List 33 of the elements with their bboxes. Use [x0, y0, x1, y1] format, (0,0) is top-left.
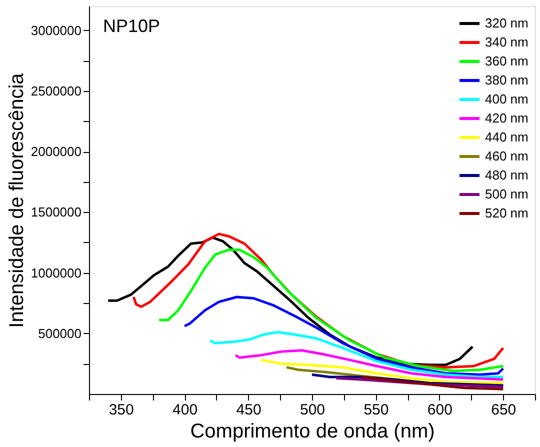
x-tick-label: 350: [108, 402, 134, 418]
legend-label: 440 nm: [485, 130, 528, 144]
line-series: [234, 349, 504, 381]
legend-label: 480 nm: [485, 168, 528, 182]
y-tick-label: 3000000: [30, 22, 82, 38]
legend-label: 320 nm: [485, 16, 528, 30]
line-series: [183, 296, 504, 376]
x-tick-label: 400: [172, 402, 198, 418]
line-series: [208, 330, 504, 378]
legend-label: 500 nm: [485, 186, 528, 202]
x-tick-label: 550: [364, 402, 389, 418]
x-tick-label: 600: [427, 402, 452, 418]
x-tick-label: 650: [491, 402, 516, 418]
text: NP10P: [103, 16, 160, 36]
y-tick-label: 2000000: [30, 144, 82, 159]
line-series: [360, 376, 504, 390]
legend-label: 520 nm: [485, 206, 528, 220]
legend-label: 420 nm: [485, 110, 528, 126]
line-series: [260, 358, 504, 384]
y-tick-label: 2500000: [30, 83, 82, 98]
legend-label: 340 nm: [485, 34, 528, 50]
x-tick-label: 450: [236, 402, 262, 418]
x-axis-title: Comprimento de onda (nm): [190, 420, 435, 442]
legend-label: 460 nm: [485, 148, 528, 164]
legend-label: 360 nm: [485, 54, 528, 68]
y-tick-label: 1500000: [30, 204, 82, 220]
legend-label: 400 nm: [485, 92, 528, 106]
y-tick-label: 500000: [38, 326, 82, 341]
legend-label: 380 nm: [485, 72, 528, 88]
y-axis-title: Intensidade de fluorescência: [6, 72, 28, 328]
line-series: [158, 248, 504, 372]
x-tick-label: 500: [300, 402, 326, 418]
y-tick-label: 1000000: [30, 265, 82, 280]
